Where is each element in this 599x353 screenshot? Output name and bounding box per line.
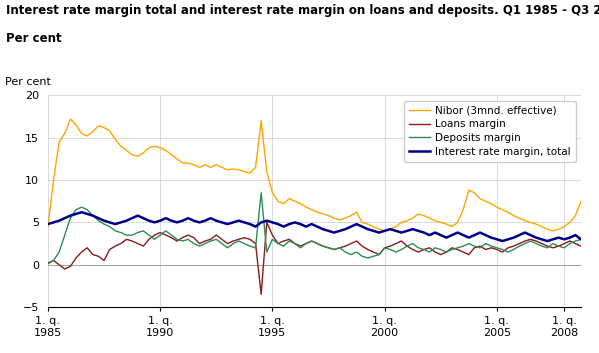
Line: Loans margin: Loans margin [48, 222, 599, 294]
Interest rate margin, total [426, 233, 433, 237]
Interest rate margin, total [476, 231, 483, 235]
Nibor (3mnd. effective) [66, 117, 74, 121]
Legend: Nibor (3mnd. effective), Loans margin, Deposits margin, Interest rate margin, to: Nibor (3mnd. effective), Loans margin, D… [404, 101, 576, 162]
Nibor (3mnd. effective) [426, 216, 433, 220]
Nibor (3mnd. effective) [246, 171, 253, 175]
Interest rate margin, total [78, 210, 85, 214]
Loans margin [258, 292, 265, 297]
Nibor (3mnd. effective) [44, 225, 52, 229]
Loans margin [241, 235, 248, 240]
Nibor (3mnd. effective) [84, 134, 91, 138]
Loans margin [482, 247, 489, 252]
Deposits margin [426, 250, 433, 254]
Loans margin [263, 220, 270, 225]
Deposits margin [78, 205, 85, 209]
Interest rate margin, total [44, 222, 52, 226]
Deposits margin [44, 262, 52, 266]
Deposits margin [258, 191, 265, 195]
Loans margin [44, 261, 52, 265]
Line: Interest rate margin, total: Interest rate margin, total [48, 212, 599, 248]
Deposits margin [476, 246, 483, 250]
Deposits margin [241, 241, 248, 246]
Text: Per cent: Per cent [5, 77, 51, 87]
Line: Deposits margin: Deposits margin [48, 193, 599, 264]
Loans margin [431, 250, 438, 254]
Text: Per cent: Per cent [6, 32, 62, 45]
Interest rate margin, total [84, 212, 91, 216]
Loans margin [78, 250, 85, 254]
Line: Nibor (3mnd. effective): Nibor (3mnd. effective) [48, 119, 599, 248]
Nibor (3mnd. effective) [476, 197, 483, 201]
Text: Interest rate margin total and interest rate margin on loans and deposits. Q1 19: Interest rate margin total and interest … [6, 4, 599, 17]
Interest rate margin, total [246, 222, 253, 226]
